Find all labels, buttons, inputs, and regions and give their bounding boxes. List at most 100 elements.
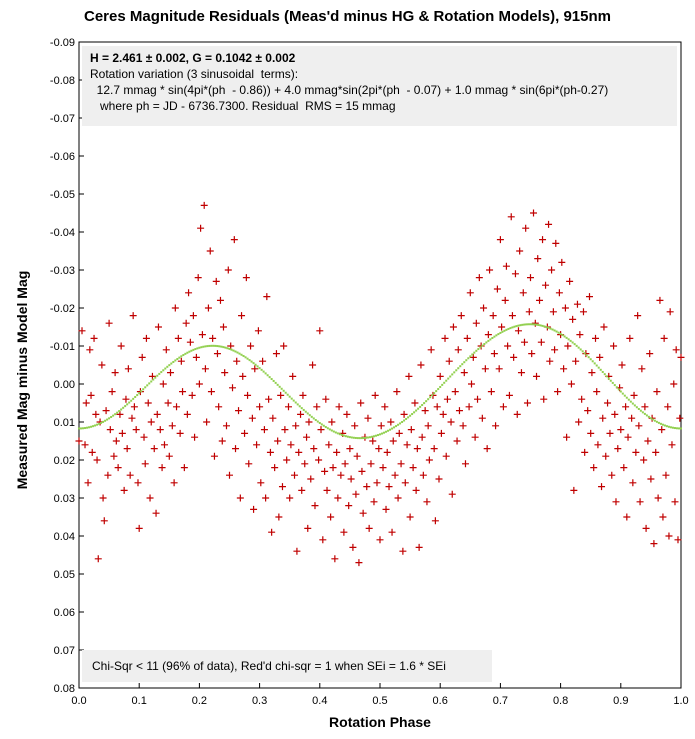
data-point [345,502,353,510]
model-curve-point [282,389,285,392]
data-point [551,346,559,354]
data-point [585,293,593,301]
model-curve-point [565,336,568,339]
data-point [519,289,527,297]
model-curve-point [531,323,534,326]
data-point [327,513,335,521]
model-curve-point [551,328,554,331]
y-tick-label: -0.03 [50,265,75,277]
model-curve-point [451,373,454,376]
data-point [443,395,451,403]
data-point [598,483,606,491]
model-curve-point [655,420,658,423]
model-curve-point [196,347,199,350]
model-curve-point [198,346,201,349]
model-curve-point [435,390,438,393]
data-point [117,342,125,350]
data-point [555,289,563,297]
model-curve-point [449,375,452,378]
model-curve-point [511,326,514,329]
data-point [644,437,652,445]
model-curve-point [154,376,157,379]
data-point [268,528,276,536]
data-point [623,513,631,521]
data-point [572,357,580,365]
data-point [203,418,211,426]
data-point [370,498,378,506]
data-point [534,255,542,263]
data-point [341,460,349,468]
data-point [180,464,188,472]
model-curve-point [338,433,341,436]
model-curve-point [326,427,329,430]
model-curve-point [234,350,237,353]
model-curve-point [362,436,365,439]
data-point [630,391,638,399]
data-point [174,334,182,342]
model-curve-point [324,426,327,429]
model-curve-point [411,413,414,416]
data-point [477,342,485,350]
data-point [269,414,277,422]
model-curve-point [374,434,377,437]
data-point [409,464,417,472]
model-curve-point [483,343,486,346]
data-point [449,323,457,331]
model-curve-point [270,378,273,381]
data-point [82,399,90,407]
data-point [233,357,241,365]
model-curve-point [389,428,392,431]
data-point [634,312,642,320]
model-curve-point [585,354,588,357]
y-tick-label: 0.06 [54,607,75,619]
data-point [100,517,108,525]
model-curve-point [405,417,408,420]
data-point [328,418,336,426]
data-point [676,414,684,422]
model-curve-point [561,334,564,337]
model-curve-point [607,377,610,380]
data-point [439,410,447,418]
model-curve-point [563,335,566,338]
model-curve-point [340,433,343,436]
model-curve-point [336,432,339,435]
data-point [146,494,154,502]
data-point [460,369,468,377]
data-point [271,464,279,472]
data-point [108,388,116,396]
y-tick-label: -0.04 [50,227,75,239]
data-point [316,327,324,335]
model-curve-point [659,422,662,425]
data-point [474,395,482,403]
data-point [418,433,426,441]
model-curve-point [499,331,502,334]
model-curve-point [84,427,87,430]
data-point [459,422,467,430]
data-point [632,448,640,456]
data-point [259,357,267,365]
model-curve-point [613,384,616,387]
data-point [665,532,673,540]
model-curve-point [639,409,642,412]
model-curve-point [457,367,460,370]
data-point [195,380,203,388]
model-curve-point [110,416,113,419]
model-curve-point [346,435,349,438]
data-point [430,445,438,453]
data-point [468,380,476,388]
data-point [545,220,553,228]
data-point [640,456,648,464]
data-point [517,369,525,377]
data-point [520,338,528,346]
model-curve-point [142,388,145,391]
model-curve-point [645,414,648,417]
data-point [156,426,164,434]
model-curve-point [623,394,626,397]
model-curve-point [545,326,548,329]
data-point [307,475,315,483]
data-point [648,414,656,422]
model-curve-point [577,346,580,349]
y-tick-label: -0.08 [50,75,75,87]
model-curve-point [487,339,490,342]
